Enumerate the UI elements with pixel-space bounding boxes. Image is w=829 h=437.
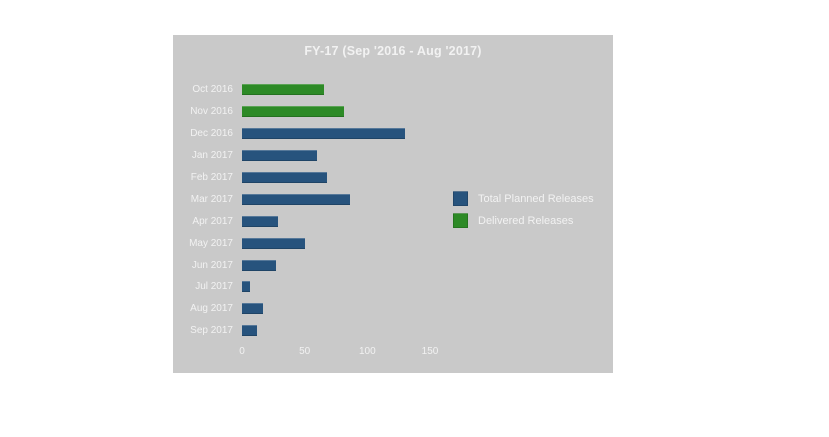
category-label: Jun 2017: [191, 259, 233, 271]
bar: [242, 237, 305, 249]
bar-row: Jun 2017: [173, 254, 613, 276]
bar: [242, 193, 350, 205]
category-label: Aug 2017: [190, 303, 233, 315]
chart-title: FY-17 (Sep '2016 - Aug '2017): [304, 44, 482, 58]
bar: [242, 172, 328, 183]
bar: [242, 215, 279, 227]
chart-panel: FY-17 (Sep '2016 - Aug '2017) Oct 2016 No…: [173, 35, 613, 373]
x-tick-label: 150: [421, 346, 439, 357]
bar: [242, 259, 276, 271]
category-label: Oct 2016: [192, 84, 233, 96]
x-tick-label: 50: [299, 346, 311, 357]
bar-row: Jul 2017: [173, 276, 613, 298]
bar-row: Mar 2017: [173, 188, 613, 210]
bar-row: Sep 2017: [173, 320, 613, 342]
bar-row: Feb 2017: [173, 167, 613, 189]
bar-row: Nov 2016: [173, 101, 613, 123]
legend-label: Delivered Releases: [478, 214, 574, 227]
category-label: Mar 2017: [190, 193, 233, 205]
category-label: Nov 2016: [190, 106, 233, 118]
bar: [242, 128, 405, 140]
bar: [242, 84, 324, 96]
category-label: Apr 2017: [192, 215, 233, 227]
category-label: Dec 2016: [190, 128, 233, 140]
x-axis: 0 50 100 150: [173, 346, 613, 360]
bar: [242, 281, 250, 293]
category-label: Feb 2017: [190, 172, 233, 183]
bar-row: Apr 2017: [173, 210, 613, 232]
legend-swatch: [453, 191, 468, 206]
bar-row: Jan 2017: [173, 145, 613, 167]
bar: [242, 325, 257, 337]
legend-label: Total Planned Releases: [478, 192, 594, 205]
category-label: Jan 2017: [191, 150, 233, 162]
bar: [242, 106, 344, 118]
plot-rows: Oct 2016 Nov 2016 Dec 2016 Jan 2017 Feb 2017…: [173, 79, 613, 342]
bar: [242, 303, 264, 315]
bar-row: Dec 2016: [173, 123, 613, 145]
category-label: May 2017: [189, 237, 233, 249]
category-label: Sep 2017: [190, 325, 233, 337]
bar-row: Aug 2017: [173, 298, 613, 320]
legend-entry: Delivered Releases: [453, 213, 594, 228]
bar-row: May 2017: [173, 232, 613, 254]
legend: Total Planned Releases Delivered Releases: [453, 191, 594, 235]
bar-row: Oct 2016: [173, 79, 613, 101]
legend-swatch: [453, 213, 468, 228]
category-label: Jul 2017: [195, 281, 233, 293]
bar: [242, 150, 318, 162]
x-tick-label: 100: [358, 346, 376, 357]
x-tick-label: 0: [239, 346, 245, 357]
legend-entry: Total Planned Releases: [453, 191, 594, 206]
